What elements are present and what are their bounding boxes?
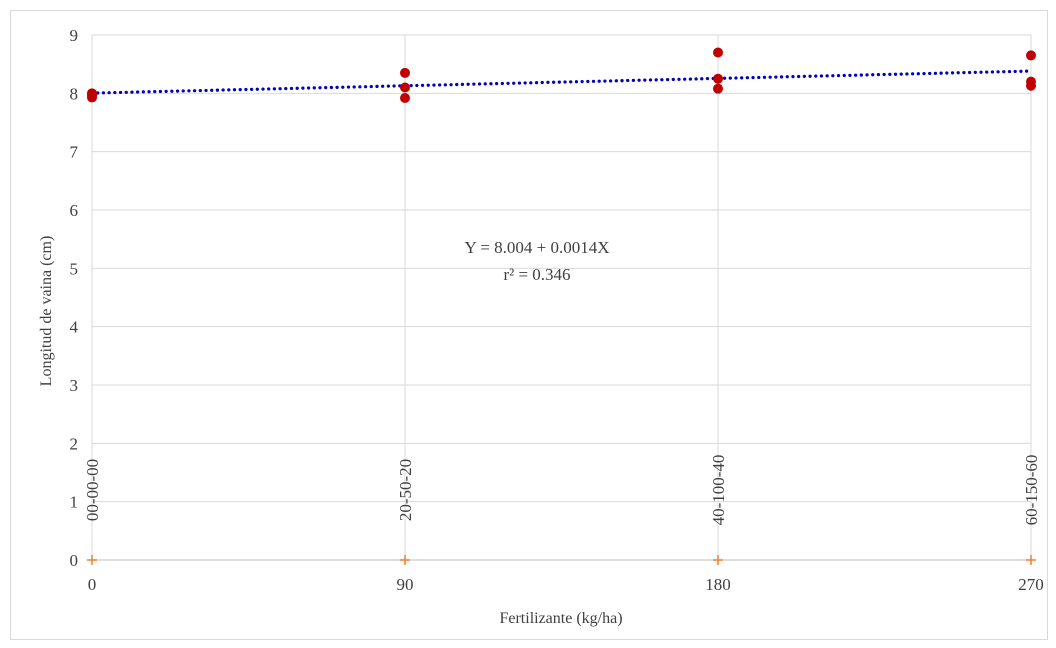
equation-line-2: r² = 0.346 [503, 265, 570, 284]
zero-marker [87, 555, 97, 565]
grid [91, 34, 1032, 561]
category-labels: 00-00-00 20-50-20 40-100-40 60-150-60 [83, 455, 1041, 526]
y-tick-label: 8 [70, 84, 79, 103]
trendline-layer [90, 69, 1033, 95]
zero-marker [400, 555, 410, 565]
chart-frame [10, 10, 1048, 640]
data-point [713, 83, 723, 94]
trendline [90, 69, 1033, 95]
y-tick-label: 4 [70, 318, 79, 337]
category-label: 00-00-00 [83, 459, 102, 521]
zero-marker [713, 555, 723, 565]
y-axis-ticks: 0 1 2 3 4 5 6 7 8 9 [70, 26, 79, 570]
x-tick-label: 270 [1018, 575, 1044, 594]
y-tick-label: 6 [70, 201, 79, 220]
x-axis-ticks: 0 90 180 270 [88, 575, 1044, 594]
x-tick-label: 180 [705, 575, 731, 594]
y-axis-title: Longitud de vaina (cm) [38, 236, 55, 387]
data-point [400, 67, 410, 78]
data-point [400, 93, 410, 103]
data-point [1026, 80, 1036, 91]
x-tick-label: 90 [397, 575, 414, 594]
y-tick-label: 3 [70, 376, 79, 395]
y-tick-label: 5 [70, 259, 79, 278]
zero-marker [1026, 555, 1036, 565]
points-layer [87, 47, 1036, 565]
data-point [1026, 50, 1036, 61]
y-tick-label: 7 [70, 143, 79, 162]
y-tick-label: 2 [70, 434, 79, 453]
y-tick-label: 0 [70, 551, 79, 570]
x-axis-title: Fertilizante (kg/ha) [499, 610, 622, 627]
y-tick-label: 1 [70, 493, 79, 512]
data-point [713, 47, 723, 58]
data-point [400, 82, 410, 93]
x-tick-label: 0 [88, 575, 97, 594]
data-point [713, 73, 723, 84]
equation-line-1: Y = 8.004 + 0.0014X [464, 238, 609, 257]
category-label: 40-100-40 [709, 455, 728, 526]
data-point [87, 92, 97, 103]
y-tick-label: 9 [70, 26, 79, 45]
category-label: 60-150-60 [1022, 455, 1041, 526]
category-label: 20-50-20 [396, 459, 415, 521]
